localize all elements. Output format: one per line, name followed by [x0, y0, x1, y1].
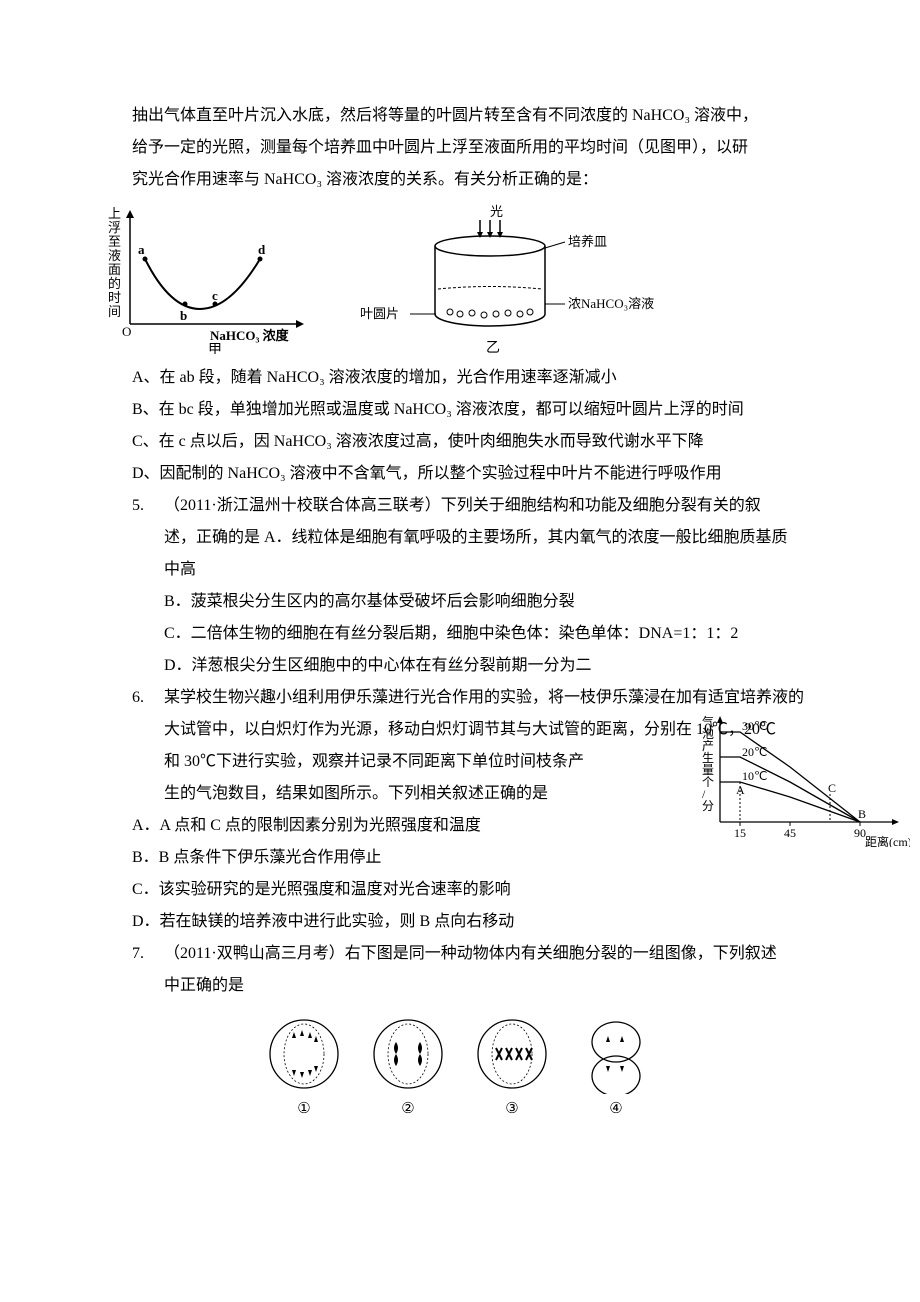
fig1-origin: O	[122, 324, 131, 339]
q6-series-0: 30℃	[742, 719, 767, 733]
q7-figures: ① ② ③ ④	[100, 1014, 820, 1124]
fig2-sol-label: 浓NaHCO₃溶液	[568, 296, 654, 311]
q5-opt-d: D．洋葱根尖分生区细胞中的中心体在有丝分裂前期一分为二	[100, 650, 820, 682]
q6-graph: 气 泡 产 生 量 个 / 分 15 45 90 距离(cm) 30℃ 20	[700, 712, 910, 847]
fig2-leaf-label: 叶圆片	[360, 306, 399, 321]
figure-jia: 上 浮 至 液 面 的 时 间 O a b c d NaHCO₃ 浓度 甲	[100, 204, 320, 354]
figure-row-1: 上 浮 至 液 面 的 时 间 O a b c d NaHCO₃ 浓度 甲	[100, 204, 820, 354]
q6-xlabel: 距离(cm)	[865, 834, 910, 847]
fig1-xlabel: NaHCO₃ 浓度	[210, 328, 290, 343]
q5-stem-3: 中高	[164, 554, 820, 586]
q6-xt-0: 15	[734, 826, 746, 840]
q5-opt-b: B．菠菜根尖分生区内的高尔基体受破坏后会影响细胞分裂	[100, 586, 820, 618]
q7-cell-4: ④	[576, 1014, 656, 1124]
fig1-pt-b: b	[180, 308, 187, 323]
q6-mark-b: B	[858, 807, 866, 821]
figure-yi-svg: 光 培养皿 浓NaHCO₃溶液 叶圆片	[360, 204, 660, 354]
q7-cap-3: ③	[472, 1094, 552, 1124]
q4-options: A、在 ab 段，随着 NaHCO₃ 溶液浓度的增加，光合作用速率逐渐减小 B、…	[100, 362, 820, 490]
fig2-dish-label: 培养皿	[568, 234, 607, 249]
q6-opt-c: C．该实验研究的是光照强度和温度对光合速率的影响	[132, 874, 820, 906]
fig1-pt-d: d	[258, 242, 266, 257]
intro-line-1: 抽出气体直至叶片沉入水底，然后将等量的叶圆片转至含有不同浓度的 NaHCO₃ 溶…	[100, 100, 820, 132]
q7-stem-1: （2011·双鸭山高三月考）右下图是同一种动物体内有关细胞分裂的一组图像，下列叙…	[164, 938, 820, 970]
figure-yi: 光 培养皿 浓NaHCO₃溶液 叶圆片	[360, 204, 660, 354]
q5-stem-1: （2011·浙江温州十校联合体高三联考）下列关于细胞结构和功能及细胞分裂有关的叙	[164, 490, 820, 522]
q5-stem-2: 述，正确的是 A．线粒体是细胞有氧呼吸的主要场所，其内氧气的浓度一般比细胞质基质	[164, 522, 820, 554]
q5-row: 5. （2011·浙江温州十校联合体高三联考）下列关于细胞结构和功能及细胞分裂有…	[100, 490, 820, 586]
q6-ylab-7: 分	[702, 799, 714, 813]
q5-opt-c: C．二倍体生物的细胞在有丝分裂后期，细胞中染色体：染色单体：DNA=1：1：2	[100, 618, 820, 650]
q6-xt-1: 45	[784, 826, 796, 840]
figure-jia-svg: 上 浮 至 液 面 的 时 间 O a b c d NaHCO₃ 浓度 甲	[100, 204, 320, 354]
q4-opt-b: B、在 bc 段，单独增加光照或温度或 NaHCO₃ 溶液浓度，都可以缩短叶圆片…	[132, 394, 820, 426]
q6-opt-d: D．若在缺镁的培养液中进行此实验，则 B 点向右移动	[132, 906, 820, 938]
q6-series-2: 10℃	[742, 769, 767, 783]
fig1-caption: 甲	[208, 343, 222, 354]
fig1-ylab-4: 面	[108, 262, 121, 277]
q6-graph-svg: 气 泡 产 生 量 个 / 分 15 45 90 距离(cm) 30℃ 20	[700, 712, 910, 847]
q7-cap-2: ②	[368, 1094, 448, 1124]
q7-cap-1: ①	[264, 1094, 344, 1124]
q6-stem-1: 某学校生物兴趣小组利用伊乐藻进行光合作用的实验，将一枝伊乐藻浸在加有适宜培养液的	[164, 682, 820, 714]
fig1-ylab-7: 间	[108, 304, 121, 319]
fig1-pt-c: c	[212, 288, 218, 303]
fig1-ylab-0: 上	[108, 206, 121, 221]
fig2-light-label: 光	[490, 204, 503, 219]
q7-stem-2: 中正确的是	[164, 970, 820, 1002]
fig1-pt-a: a	[138, 242, 145, 257]
q6-series-1: 20℃	[742, 745, 767, 759]
q4-opt-d: D、因配制的 NaHCO₃ 溶液中不含氧气，所以整个实验过程中叶片不能进行呼吸作…	[132, 458, 820, 490]
q7-cell-2: ②	[368, 1014, 448, 1124]
fig1-ylab-3: 液	[108, 248, 121, 263]
fig1-ylab-5: 的	[108, 276, 121, 291]
q7-cap-4: ④	[576, 1094, 656, 1124]
fig1-ylab-6: 时	[108, 290, 121, 305]
fig1-ylab-1: 浮	[108, 220, 121, 235]
q5-num: 5.	[132, 490, 164, 586]
q4-opt-a: A、在 ab 段，随着 NaHCO₃ 溶液浓度的增加，光合作用速率逐渐减小	[132, 362, 820, 394]
q7-row: 7. （2011·双鸭山高三月考）右下图是同一种动物体内有关细胞分裂的一组图像，…	[100, 938, 820, 1002]
q6-mark-c: C	[828, 781, 836, 795]
q6-num: 6.	[132, 682, 164, 810]
q7-num: 7.	[132, 938, 164, 1002]
intro-line-2: 给予一定的光照，测量每个培养皿中叶圆片上浮至液面所用的平均时间（见图甲），以研	[100, 132, 820, 164]
q6-mark-a: A	[736, 783, 745, 797]
intro-line-3: 究光合作用速率与 NaHCO₃ 溶液浓度的关系。有关分析正确的是：	[100, 164, 820, 196]
fig2-caption: 乙	[486, 340, 500, 354]
q7-cell-3: ③	[472, 1014, 552, 1124]
q4-opt-c: C、在 c 点以后，因 NaHCO₃ 溶液浓度过高，使叶肉细胞失水而导致代谢水平…	[132, 426, 820, 458]
q7-cell-1: ①	[264, 1014, 344, 1124]
q6-block: 6. 某学校生物兴趣小组利用伊乐藻进行光合作用的实验，将一枝伊乐藻浸在加有适宜培…	[100, 682, 820, 938]
fig1-ylab-2: 至	[108, 234, 121, 249]
